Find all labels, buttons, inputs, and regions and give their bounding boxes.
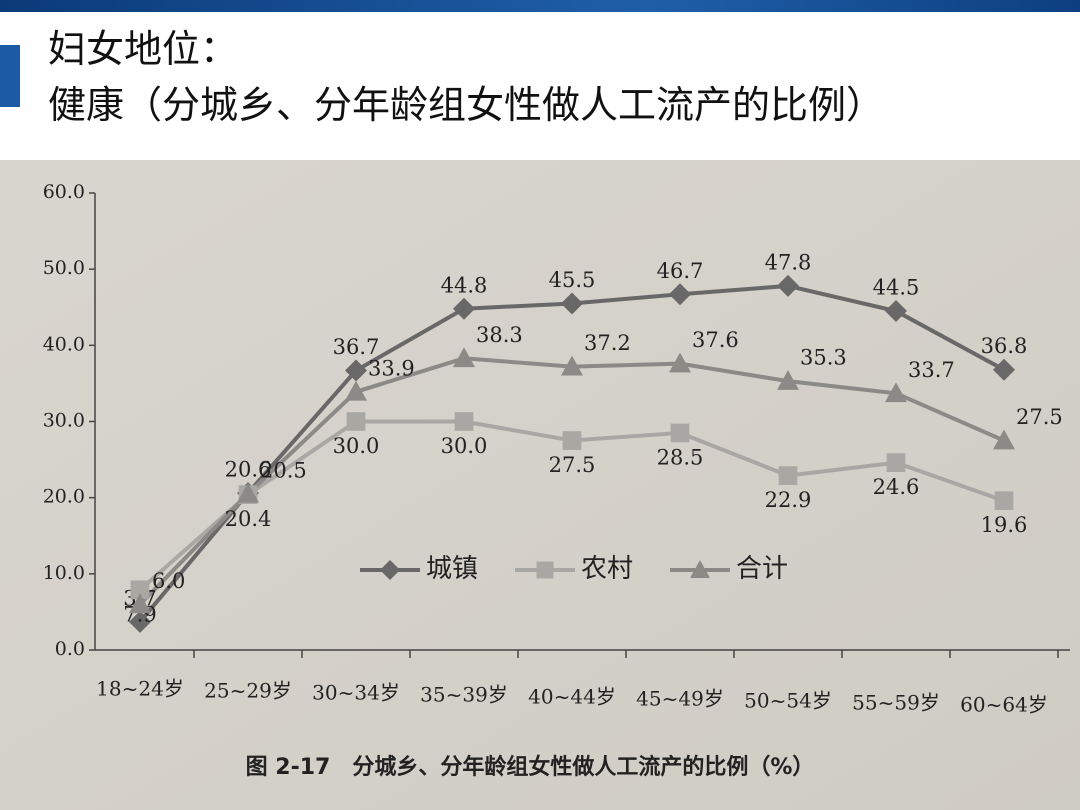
- data-label: 6.0: [152, 569, 185, 593]
- marker: [453, 297, 475, 320]
- data-label: 30.0: [441, 434, 488, 458]
- y-tick-label: 50.0: [43, 257, 85, 279]
- data-label: 24.6: [873, 475, 920, 499]
- x-tick-label: 50~54岁: [744, 689, 832, 713]
- legend-label: 合计: [736, 554, 788, 584]
- marker: [345, 380, 367, 401]
- marker: [129, 610, 151, 633]
- data-label: 19.6: [981, 513, 1028, 537]
- marker: [886, 453, 906, 472]
- data-label: 37.6: [692, 328, 739, 352]
- marker: [778, 466, 798, 485]
- marker: [777, 274, 799, 297]
- y-tick-label: 40.0: [43, 333, 85, 355]
- y-tick-label: 0.0: [55, 638, 85, 660]
- marker: [885, 382, 907, 403]
- x-tick-label: 25~29岁: [204, 679, 292, 703]
- data-label: 20.5: [260, 458, 307, 482]
- chart-caption: 图 2-17 分城乡、分年龄组女性做人工流产的比例（%）: [246, 754, 815, 780]
- data-label: 30.0: [333, 434, 380, 458]
- legend-label: 城镇: [426, 554, 478, 584]
- data-label: 38.3: [476, 323, 523, 347]
- marker: [345, 359, 367, 382]
- y-tick-label: 30.0: [43, 410, 85, 432]
- x-tick-label: 40~44岁: [528, 685, 616, 709]
- data-label: 36.8: [981, 334, 1028, 358]
- data-label: 37.2: [584, 331, 631, 355]
- marker: [237, 482, 259, 503]
- marker: [885, 300, 907, 323]
- data-label: 22.9: [765, 488, 812, 512]
- data-label: 45.5: [549, 268, 596, 292]
- marker: [562, 431, 582, 450]
- slide-title: 妇女地位：: [48, 27, 238, 71]
- legend-label: 农村: [581, 554, 633, 584]
- data-label: 35.3: [800, 346, 847, 370]
- marker: [670, 423, 690, 443]
- header-marker: [0, 45, 20, 107]
- y-tick-label: 10.0: [43, 562, 85, 584]
- x-tick-label: 60~64岁: [960, 693, 1048, 717]
- x-tick-label: 35~39岁: [420, 683, 508, 707]
- data-label: 20.6: [225, 458, 272, 482]
- marker: [994, 491, 1014, 511]
- top-band: [0, 0, 1080, 12]
- y-tick-label: 20.0: [43, 486, 85, 508]
- marker: [346, 412, 366, 431]
- marker: [561, 292, 583, 315]
- x-tick-label: 55~59岁: [852, 691, 940, 715]
- data-label: 20.4: [225, 507, 272, 531]
- marker: [453, 347, 475, 368]
- marker: [690, 560, 710, 578]
- marker: [669, 283, 691, 306]
- marker: [536, 561, 554, 579]
- marker: [993, 429, 1015, 450]
- marker: [380, 560, 400, 580]
- data-label: 46.7: [657, 259, 704, 283]
- y-tick-label: 60.0: [43, 181, 85, 203]
- marker: [777, 370, 799, 390]
- marker: [561, 355, 583, 376]
- marker: [129, 593, 151, 614]
- slide-subtitle: 健康（分城乡、分年龄组女性做人工流产的比例）: [48, 83, 884, 127]
- marker: [454, 412, 474, 431]
- marker: [993, 358, 1015, 381]
- x-tick-label: 45~49岁: [636, 687, 724, 711]
- x-tick-label: 18~24岁: [96, 677, 184, 701]
- x-tick-label: 30~34岁: [312, 681, 400, 705]
- data-label: 27.5: [549, 453, 596, 477]
- data-label: 44.8: [441, 273, 488, 297]
- data-label: 28.5: [657, 445, 704, 469]
- chart-photo: [0, 160, 1080, 810]
- data-label: 33.7: [908, 358, 955, 382]
- data-label: 44.5: [873, 276, 920, 300]
- data-label: 33.9: [368, 356, 415, 380]
- data-label: 27.5: [1016, 405, 1063, 429]
- marker: [130, 580, 150, 600]
- data-label: 47.8: [765, 250, 812, 274]
- marker: [669, 352, 691, 373]
- data-label: 36.7: [333, 335, 380, 359]
